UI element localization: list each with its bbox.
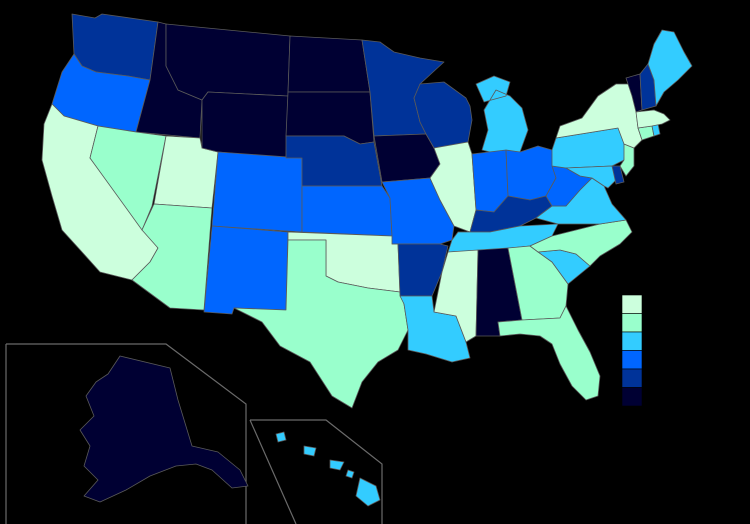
- state-delaware[interactable]: [611, 165, 625, 185]
- color-legend: [621, 294, 643, 407]
- state-illinois[interactable]: [429, 141, 477, 233]
- state-north-carolina[interactable]: [529, 219, 633, 267]
- legend-swatch-c4: [621, 350, 643, 370]
- state-louisiana[interactable]: [399, 295, 471, 363]
- legend-swatch-c2: [621, 313, 643, 333]
- legend-swatch-c1: [621, 294, 643, 314]
- state-montana[interactable]: [165, 23, 291, 101]
- hawaii-inset: [249, 419, 383, 524]
- state-maine[interactable]: [647, 29, 693, 107]
- state-nevada[interactable]: [89, 125, 167, 231]
- state-new-mexico[interactable]: [203, 225, 289, 315]
- state-wisconsin[interactable]: [413, 81, 473, 149]
- state-massachusetts[interactable]: [635, 109, 671, 129]
- state-michigan[interactable]: [475, 75, 529, 155]
- state-alaska[interactable]: [79, 355, 249, 503]
- state-vermont[interactable]: [625, 73, 643, 113]
- legend-swatch-c6: [621, 387, 643, 407]
- state-hawaii[interactable]: [275, 431, 381, 507]
- state-north-dakota[interactable]: [287, 35, 371, 93]
- alaska-inset: [5, 343, 249, 524]
- state-florida[interactable]: [497, 305, 601, 401]
- state-colorado[interactable]: [211, 151, 303, 233]
- state-arkansas[interactable]: [391, 243, 449, 297]
- contiguous-states: [41, 13, 693, 409]
- state-texas[interactable]: [233, 239, 409, 409]
- alaska-inset-frame: [5, 343, 247, 524]
- state-wyoming[interactable]: [201, 91, 289, 159]
- hawaii-inset-frame: [249, 419, 383, 524]
- legend-swatch-c3: [621, 331, 643, 351]
- state-arizona[interactable]: [131, 203, 213, 311]
- legend-swatch-c5: [621, 368, 643, 388]
- state-kansas[interactable]: [301, 185, 393, 237]
